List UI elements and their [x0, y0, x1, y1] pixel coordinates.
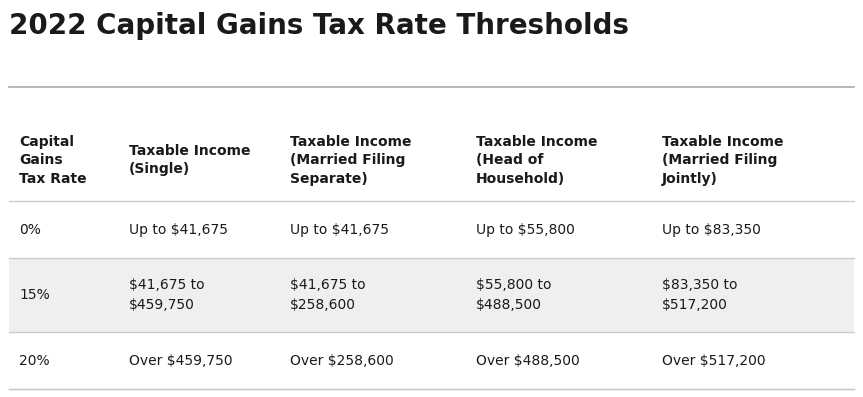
Text: Over $459,750: Over $459,750 — [129, 354, 232, 368]
Text: $41,675 to
$258,600: $41,675 to $258,600 — [290, 279, 365, 312]
Text: Up to $55,800: Up to $55,800 — [476, 223, 575, 237]
Text: Up to $41,675: Up to $41,675 — [129, 223, 228, 237]
Text: Over $517,200: Over $517,200 — [662, 354, 765, 368]
Bar — [9, 332, 854, 389]
Text: Capital
Gains
Tax Rate: Capital Gains Tax Rate — [19, 135, 86, 186]
Text: Up to $83,350: Up to $83,350 — [662, 223, 760, 237]
Bar — [9, 258, 854, 332]
Text: Taxable Income
(Head of
Household): Taxable Income (Head of Household) — [476, 135, 597, 186]
Text: 2022 Capital Gains Tax Rate Thresholds: 2022 Capital Gains Tax Rate Thresholds — [9, 12, 628, 40]
Text: $55,800 to
$488,500: $55,800 to $488,500 — [476, 279, 551, 312]
Text: Taxable Income
(Single): Taxable Income (Single) — [129, 144, 250, 177]
Text: $41,675 to
$459,750: $41,675 to $459,750 — [129, 279, 205, 312]
Text: $83,350 to
$517,200: $83,350 to $517,200 — [662, 279, 737, 312]
Text: Taxable Income
(Married Filing
Separate): Taxable Income (Married Filing Separate) — [290, 135, 411, 186]
Text: Taxable Income
(Married Filing
Jointly): Taxable Income (Married Filing Jointly) — [662, 135, 784, 186]
Text: Up to $41,675: Up to $41,675 — [290, 223, 388, 237]
Text: 15%: 15% — [19, 288, 50, 302]
Text: Over $488,500: Over $488,500 — [476, 354, 579, 368]
Text: 0%: 0% — [19, 223, 41, 237]
Bar — [9, 201, 854, 258]
Text: 20%: 20% — [19, 354, 49, 368]
Text: Over $258,600: Over $258,600 — [290, 354, 394, 368]
